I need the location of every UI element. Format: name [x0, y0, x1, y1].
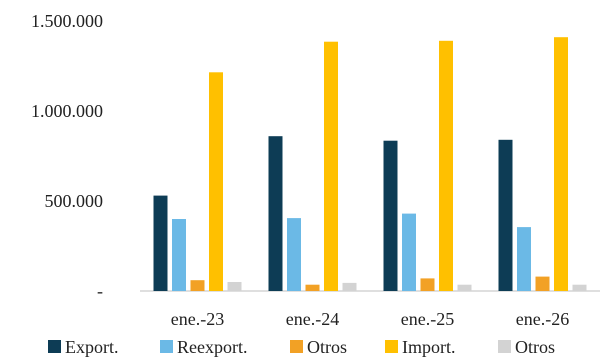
bar-4-ene.-24	[324, 41, 338, 292]
x-tick-label: ene.-26	[516, 309, 569, 329]
bar-4-ene.-26	[554, 37, 568, 292]
legend-label: Otros	[515, 337, 555, 357]
bar-1-ene.-24	[268, 136, 283, 291]
x-tick-label: ene.-23	[171, 309, 224, 329]
bar-4-ene.-23	[209, 72, 223, 291]
x-tick-label: ene.-25	[401, 309, 454, 329]
bar-1-ene.-25	[383, 140, 398, 291]
x-tick-label: ene.-24	[286, 309, 339, 329]
legend-label: Export.	[65, 337, 119, 357]
legend-swatch	[385, 340, 398, 353]
bar-4-ene.-25	[439, 40, 453, 291]
bar-5-ene.-23	[227, 282, 242, 291]
bar-3-ene.-26	[535, 276, 550, 291]
legend-label: Reexport.	[177, 337, 247, 357]
legend: Export. Reexport. Otros Import. Otros	[48, 337, 555, 357]
bar-5-ene.-25	[457, 284, 472, 291]
legend-swatch	[290, 340, 303, 353]
bar-5-ene.-26	[572, 284, 587, 291]
bar-3-ene.-25	[420, 278, 435, 291]
x-axis: ene.-23 ene.-24 ene.-25 ene.-26	[171, 309, 569, 329]
bar-2-ene.-23	[172, 219, 186, 291]
legend-swatch	[160, 340, 173, 353]
bar-1-ene.-23	[153, 195, 168, 291]
y-tick-label: -	[97, 281, 103, 301]
bar-5-ene.-24	[342, 282, 357, 291]
y-tick-label: 1.000.000	[31, 101, 103, 121]
bar-3-ene.-24	[305, 284, 320, 291]
bar-2-ene.-24	[287, 218, 301, 291]
legend-swatch	[498, 340, 511, 353]
legend-label: Import.	[402, 337, 456, 357]
bars	[153, 37, 587, 292]
legend-label: Otros	[307, 337, 347, 357]
y-tick-label: 1.500.000	[31, 11, 103, 31]
bar-2-ene.-26	[517, 227, 531, 291]
bar-2-ene.-25	[402, 213, 416, 291]
y-tick-label: 500.000	[45, 191, 104, 211]
bar-3-ene.-23	[190, 280, 205, 291]
legend-swatch	[48, 340, 61, 353]
y-axis: - 500.000 1.000.000 1.500.000	[31, 11, 103, 301]
bar-1-ene.-26	[498, 139, 513, 291]
